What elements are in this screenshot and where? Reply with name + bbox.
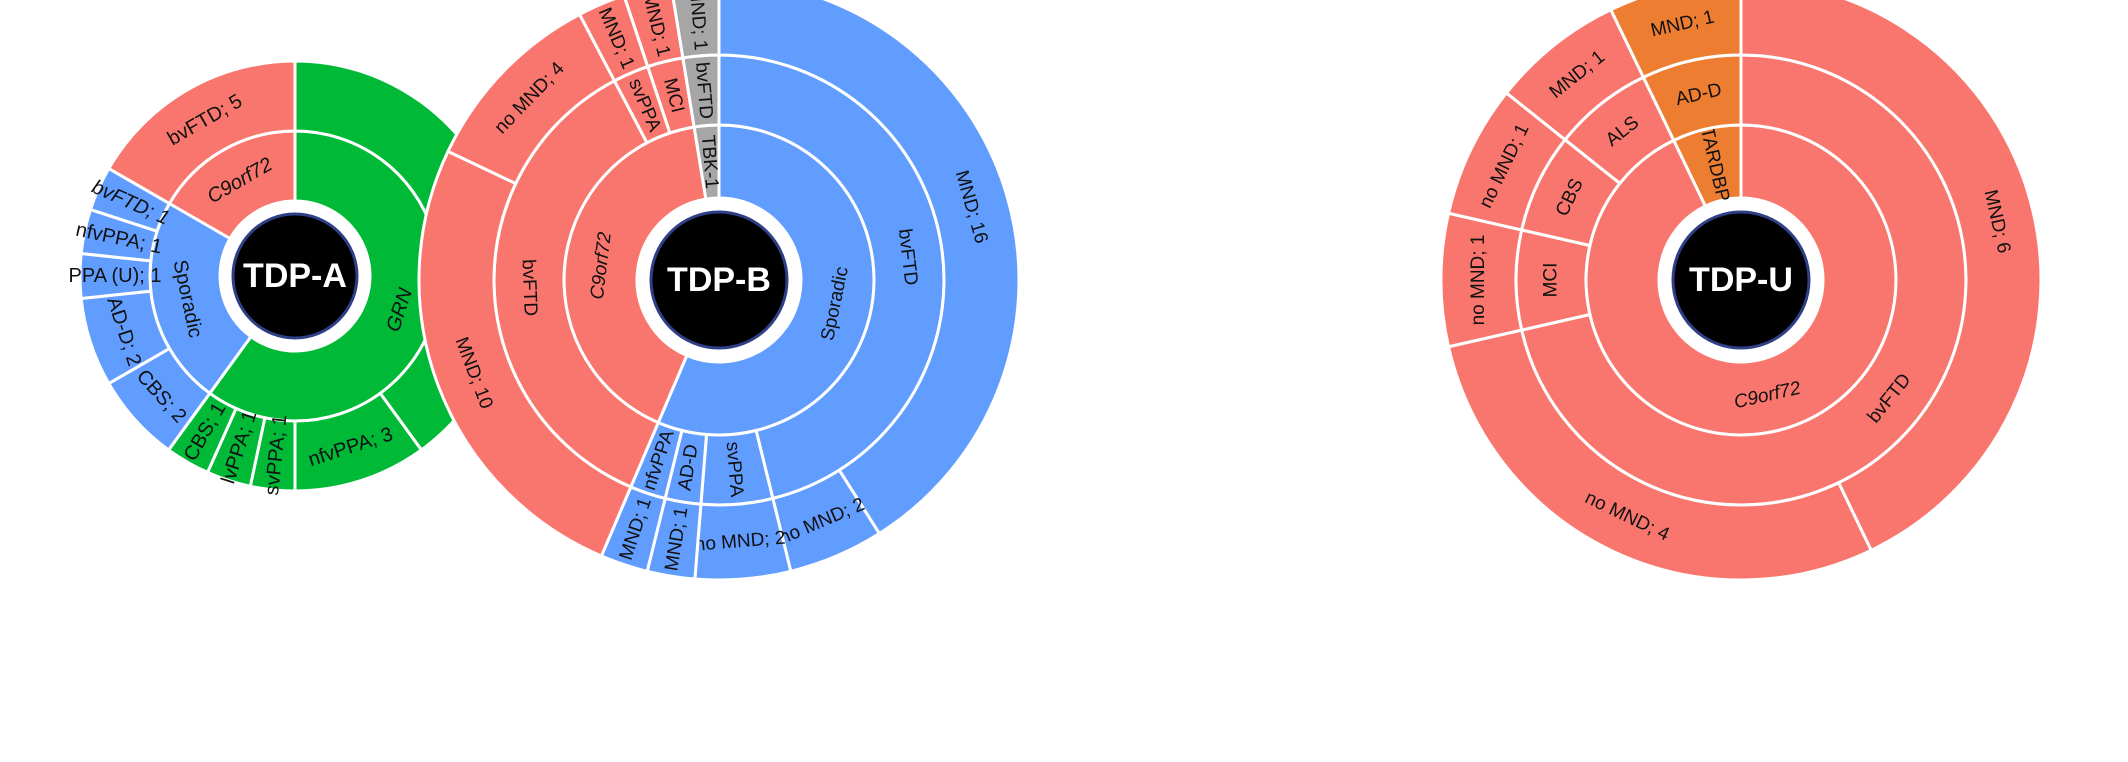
- ring3-segment-ad-d-mnd-1: [1608, 0, 1743, 80]
- ring2-segment-c9orf72-bvftd-5: [106, 59, 297, 206]
- ring2-label-tbk-1-bvftd: bvFTD: [691, 61, 717, 120]
- center-label: TDP-B: [667, 261, 771, 299]
- center-disc: [649, 210, 789, 350]
- ring2-label-sporadic-svppa: svPPA: [722, 441, 747, 498]
- center-label: TDP-A: [243, 257, 347, 295]
- ring3-segment-bvftd-mnd-16: [717, 0, 1021, 536]
- ring3-segment-bvftd-no-mnd-4: [1446, 328, 1874, 582]
- ring3-segment-bvftd-mnd-1: [671, 0, 721, 60]
- ring3-label-mci-no-mnd-1: no MND; 1: [1468, 235, 1489, 326]
- ring3-segment-bvftd-mnd-10: [417, 149, 633, 558]
- ring2-label-c9orf72-mci: MCI: [1541, 263, 1562, 298]
- center-disc: [1671, 210, 1811, 350]
- ring2-label-sporadic-ppa-u-1: PPA (U); 1: [69, 265, 162, 287]
- ring1-label-tbk-1: TBK-1: [697, 134, 722, 189]
- center-disc: [231, 212, 359, 340]
- ring3-segment-bvftd-mnd-6: [1739, 0, 2043, 553]
- ring2-label-c9orf72-bvftd: bvFTD: [518, 259, 541, 317]
- center-label: TDP-U: [1689, 261, 1793, 299]
